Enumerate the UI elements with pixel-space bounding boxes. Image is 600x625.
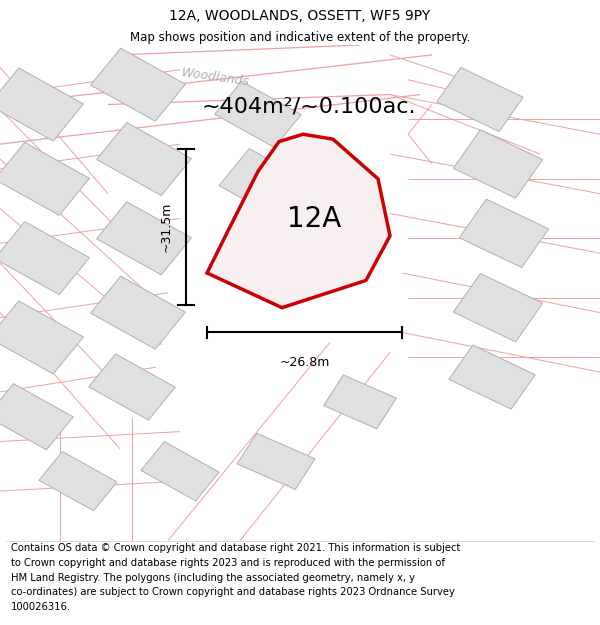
Text: ~31.5m: ~31.5m [160,202,173,252]
Polygon shape [97,122,191,196]
Polygon shape [454,274,542,342]
Polygon shape [460,199,548,268]
Polygon shape [237,433,315,489]
Polygon shape [0,301,83,374]
Text: Map shows position and indicative extent of the property.: Map shows position and indicative extent… [130,31,470,44]
Polygon shape [0,68,83,141]
Text: HM Land Registry. The polygons (including the associated geometry, namely x, y: HM Land Registry. The polygons (includin… [11,572,415,582]
Polygon shape [141,442,219,501]
Polygon shape [0,384,73,450]
Text: 100026316.: 100026316. [11,602,71,612]
Text: co-ordinates) are subject to Crown copyright and database rights 2023 Ordnance S: co-ordinates) are subject to Crown copyr… [11,588,455,598]
Polygon shape [0,142,89,216]
Polygon shape [39,451,117,511]
Polygon shape [219,149,309,219]
Polygon shape [0,222,89,294]
Polygon shape [91,48,185,121]
Polygon shape [437,68,523,131]
Polygon shape [454,130,542,198]
Text: ~404m²/~0.100ac.: ~404m²/~0.100ac. [202,97,416,117]
Text: to Crown copyright and database rights 2023 and is reproduced with the permissio: to Crown copyright and database rights 2… [11,558,445,568]
Text: Woodlands: Woodlands [180,66,250,89]
Text: Contains OS data © Crown copyright and database right 2021. This information is : Contains OS data © Crown copyright and d… [11,543,460,553]
Text: 12A, WOODLANDS, OSSETT, WF5 9PY: 12A, WOODLANDS, OSSETT, WF5 9PY [169,9,431,23]
Polygon shape [97,202,191,275]
Polygon shape [91,276,185,349]
Text: 12A: 12A [287,205,341,233]
Polygon shape [207,134,390,308]
Text: ~26.8m: ~26.8m [280,356,329,369]
Polygon shape [449,345,535,409]
Polygon shape [323,375,397,429]
Polygon shape [89,354,175,420]
Polygon shape [213,233,303,303]
Polygon shape [215,81,301,148]
